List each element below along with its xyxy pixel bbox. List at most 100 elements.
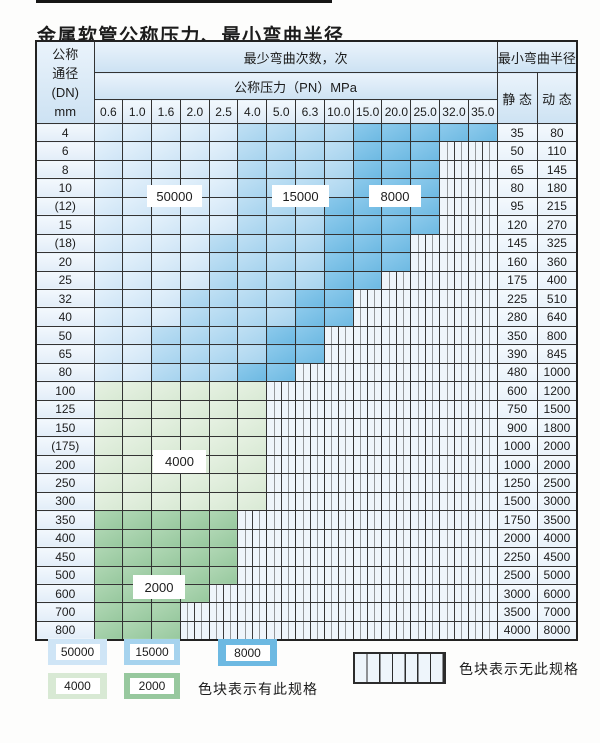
cycle-cell-50000 [122,215,153,235]
no-spec-cell [381,417,412,438]
no-spec-cell [295,491,325,512]
cycle-cell-4000 [208,381,239,401]
no-spec-cell [467,620,498,641]
no-spec-cell [467,417,498,438]
cycle-cell-15000 [295,270,325,290]
no-spec-cell [410,583,441,604]
cycle-cell-2000 [93,565,124,585]
table-row: 500 2500 5000 [35,565,578,585]
dynamic-radius-cell: 4500 [536,547,578,567]
dn-cell: 800 [35,620,95,641]
cycle-cell-4000 [122,454,153,475]
cycle-cell-50000 [93,215,124,235]
cycle-cell-8000 [381,159,412,180]
cycle-cell-50000 [208,141,239,161]
static-radius-cell: 50 [496,141,538,161]
cycle-cell-4000 [151,417,181,438]
no-spec-cell [323,583,354,604]
no-spec-cell [467,141,498,161]
cycle-cell-50000 [208,159,239,180]
cycle-cell-4000 [179,417,210,438]
static-radius-cell: 175 [496,270,538,290]
no-spec-cell [467,288,498,309]
no-spec-cell [381,491,412,512]
no-spec-cell [295,399,325,420]
no-spec-cell [237,565,268,585]
no-spec-cell [467,325,498,346]
cycle-cell-50000 [93,270,124,290]
cycle-cell-15000 [151,325,181,346]
dynamic-radius-cell: 2000 [536,436,578,456]
cycle-cell-15000 [237,196,268,217]
no-spec-cell [467,454,498,475]
no-spec-cell [410,602,441,622]
legend-no-spec-text: 色块表示无此规格 [459,661,579,677]
header-pressure-tick: 2.5 [208,99,239,124]
cycle-cell-4000 [179,473,210,493]
no-spec-cell [410,491,441,512]
legend-swatch-4000: 4000 [48,673,107,699]
legend-no-spec-swatch [353,652,446,684]
table-row: 20 160 360 [35,252,578,272]
dynamic-radius-cell: 360 [536,252,578,272]
cycle-cell-15000 [266,252,297,272]
no-spec-cell [467,307,498,327]
cycle-cell-50000 [122,344,153,364]
cycle-cell-15000 [295,252,325,272]
table-row: 50 350 800 [35,325,578,346]
cycle-cell-2000 [122,602,153,622]
no-spec-cell [439,233,469,254]
cycle-cell-15000 [237,122,268,143]
dynamic-radius-cell: 640 [536,307,578,327]
no-spec-cell [266,583,297,604]
no-spec-cell [208,620,239,641]
cycle-cell-8000 [237,362,268,383]
cycle-cell-2000 [93,547,124,567]
no-spec-cell [266,381,297,401]
dynamic-radius-cell: 845 [536,344,578,364]
cycle-cell-50000 [179,233,210,254]
no-spec-cell [323,436,354,456]
no-spec-cell [439,196,469,217]
cycle-cell-50000 [93,307,124,327]
cycle-cell-15000 [266,159,297,180]
no-spec-cell [352,307,383,327]
cycle-cell-8000 [266,344,297,364]
no-spec-cell [439,454,469,475]
cycle-cell-15000 [295,215,325,235]
legend-has-spec-text: 色块表示有此规格 [198,681,318,697]
cycle-cell-8000 [352,252,383,272]
no-spec-cell [410,344,441,364]
cycle-cell-4000 [93,417,124,438]
table-row: 150 900 1800 [35,417,578,438]
no-spec-cell [352,602,383,622]
region-label-50000: 50000 [147,185,202,207]
no-spec-cell [237,602,268,622]
cycle-cell-50000 [93,288,124,309]
cycle-cell-50000 [93,196,124,217]
no-spec-cell [266,473,297,493]
no-spec-cell [237,528,268,549]
cycle-cell-50000 [93,122,124,143]
table-row: 400 2000 4000 [35,528,578,549]
cycle-cell-4000 [208,473,239,493]
table-row: 100 600 1200 [35,381,578,401]
no-spec-cell [410,307,441,327]
no-spec-cell [439,436,469,456]
cycle-cell-15000 [237,325,268,346]
cycle-cell-8000 [295,288,325,309]
no-spec-cell [352,344,383,364]
no-spec-cell [266,436,297,456]
dn-cell: 100 [35,381,95,401]
no-spec-cell [410,270,441,290]
dn-cell: 350 [35,510,95,530]
cycle-cell-50000 [151,215,181,235]
cycle-cell-50000 [151,307,181,327]
cycle-cell-50000 [179,252,210,272]
cycle-cell-2000 [93,620,124,641]
cycle-cell-2000 [93,528,124,549]
header-bend-cycles: 最少弯曲次数，次 [93,40,498,73]
no-spec-cell [381,510,412,530]
no-spec-cell [439,620,469,641]
static-radius-cell: 95 [496,196,538,217]
